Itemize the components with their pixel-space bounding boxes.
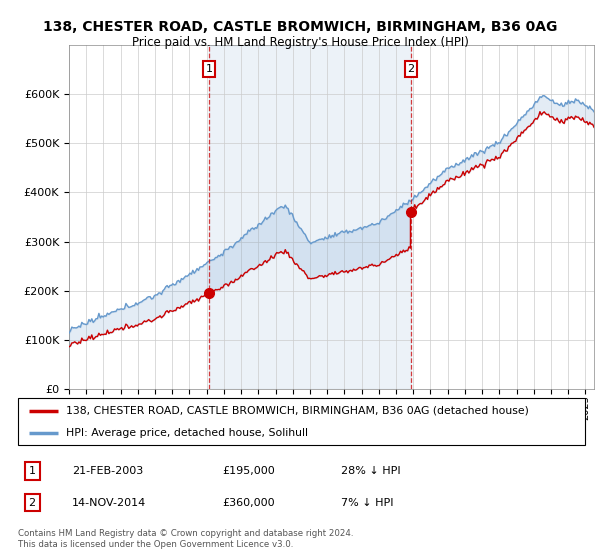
Text: Contains HM Land Registry data © Crown copyright and database right 2024.
This d: Contains HM Land Registry data © Crown c… [18,529,353,549]
Text: £195,000: £195,000 [222,466,275,476]
Text: 14-NOV-2014: 14-NOV-2014 [72,498,146,507]
Text: 138, CHESTER ROAD, CASTLE BROMWICH, BIRMINGHAM, B36 0AG: 138, CHESTER ROAD, CASTLE BROMWICH, BIRM… [43,20,557,34]
Text: 1: 1 [205,64,212,74]
Text: 21-FEB-2003: 21-FEB-2003 [72,466,143,476]
Bar [209,45,411,389]
Text: 2: 2 [407,64,415,74]
Text: Price paid vs. HM Land Registry's House Price Index (HPI): Price paid vs. HM Land Registry's House … [131,36,469,49]
Text: 28% ↓ HPI: 28% ↓ HPI [341,466,401,476]
Text: £360,000: £360,000 [222,498,275,507]
Text: 138, CHESTER ROAD, CASTLE BROMWICH, BIRMINGHAM, B36 0AG (detached house): 138, CHESTER ROAD, CASTLE BROMWICH, BIRM… [66,406,529,416]
Text: 7% ↓ HPI: 7% ↓ HPI [341,498,394,507]
Text: HPI: Average price, detached house, Solihull: HPI: Average price, detached house, Soli… [66,428,308,438]
Text: 2: 2 [29,498,36,507]
Text: 1: 1 [29,466,35,476]
